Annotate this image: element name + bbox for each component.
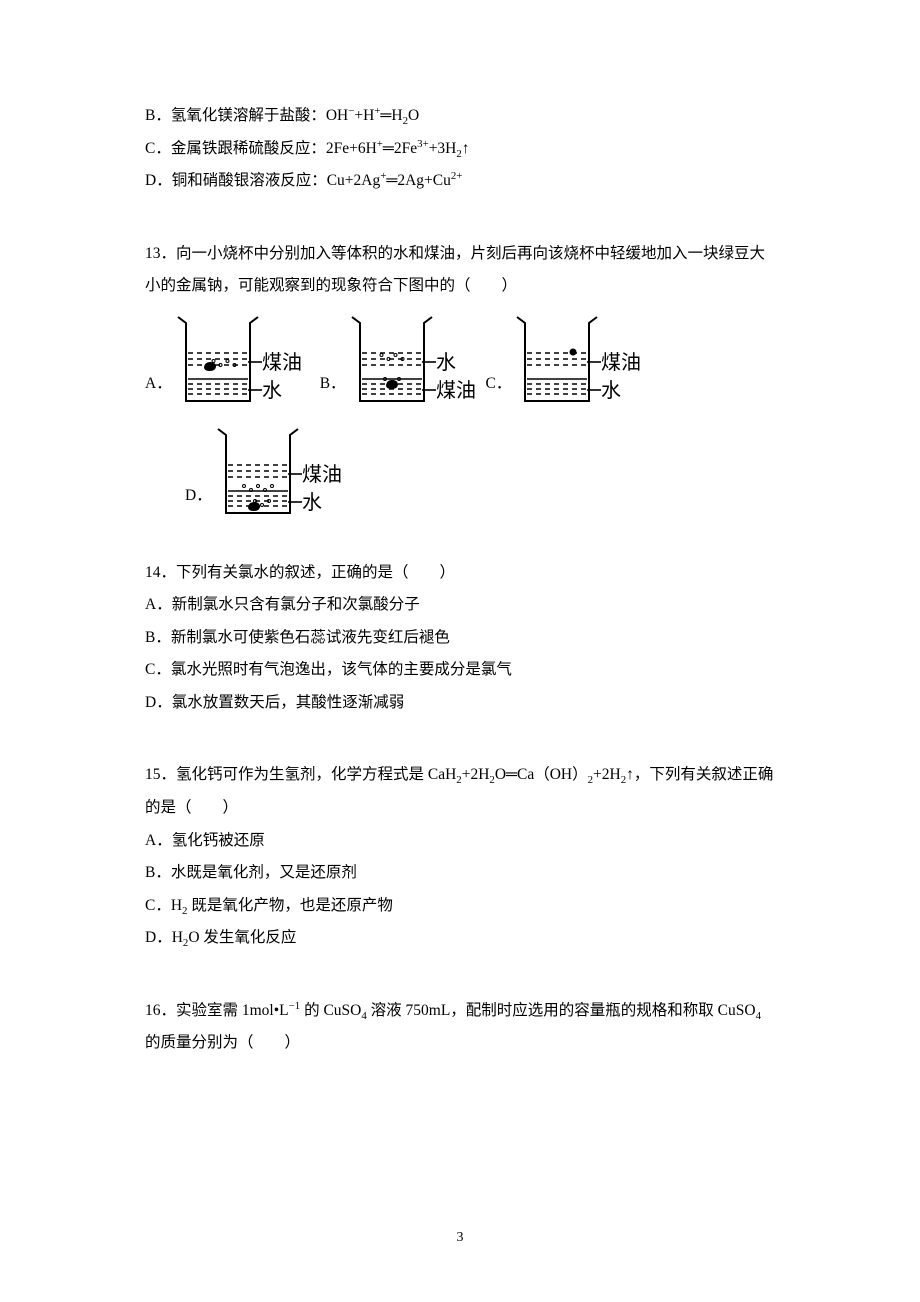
q15-d: D．H2O 发生氧化反应 — [145, 922, 775, 955]
q13-beaker-a: 煤油水 — [176, 309, 310, 405]
q14-c: C．氯水光照时有气泡逸出，该气体的主要成分是氯气 — [145, 654, 775, 687]
q14-b: B．新制氯水可使紫色石蕊试液先变红后褪色 — [145, 622, 775, 655]
q13-figure-row-2: D． 煤油水 — [185, 421, 775, 517]
svg-text:煤油: 煤油 — [436, 379, 476, 402]
q13-beaker-d: 煤油水 — [216, 421, 350, 517]
svg-text:煤油: 煤油 — [262, 351, 302, 374]
svg-text:水: 水 — [436, 351, 456, 374]
svg-text:水: 水 — [302, 491, 322, 514]
q12-b-eq: OH−+H+═H2O — [326, 107, 419, 124]
q12-d-prefix: D．铜和硝酸银溶液反应： — [145, 172, 327, 189]
q13-beaker-c: 煤油水 — [515, 309, 649, 405]
q13-beaker-b: 水煤油 — [350, 309, 484, 405]
q15-a: A．氢化钙被还原 — [145, 825, 775, 858]
svg-text:煤油: 煤油 — [302, 463, 342, 486]
q12-d-eq: Cu+2Ag+═2Ag+Cu2+ — [327, 172, 463, 189]
q14-d: D．氯水放置数天后，其酸性逐渐减弱 — [145, 687, 775, 720]
page-number: 3 — [0, 1223, 920, 1252]
q13-d-label: D． — [185, 480, 212, 513]
q13-stem: 13．向一小烧杯中分别加入等体积的水和煤油，片刻后再向该烧杯中轻缓地加入一块绿豆… — [145, 238, 775, 303]
q12-option-d: D．铜和硝酸银溶液反应：Cu+2Ag+═2Ag+Cu2+ — [145, 165, 775, 198]
q12-option-b: B．氢氧化镁溶解于盐酸：OH−+H+═H2O — [145, 100, 775, 133]
q14-stem: 14．下列有关氯水的叙述，正确的是（ ） — [145, 557, 775, 590]
q13-a-label: A． — [145, 368, 172, 401]
q12-c-eq: 2Fe+6H+═2Fe3++3H2↑ — [326, 140, 470, 157]
q13-c-label: C． — [486, 368, 512, 401]
svg-text:水: 水 — [262, 379, 282, 402]
q16-stem: 16．实验室需 1mol•L−1 的 CuSO4 溶液 750mL，配制时应选用… — [145, 995, 775, 1060]
svg-text:水: 水 — [601, 379, 621, 402]
q12-c-prefix: C．金属铁跟稀硫酸反应： — [145, 140, 326, 157]
q15-c: C．H2 既是氧化产物，也是还原产物 — [145, 890, 775, 923]
svg-text:煤油: 煤油 — [601, 351, 641, 374]
exam-page: B．氢氧化镁溶解于盐酸：OH−+H+═H2O C．金属铁跟稀硫酸反应：2Fe+6… — [0, 0, 920, 1302]
q15-b: B．水既是氧化剂，又是还原剂 — [145, 857, 775, 890]
q14-a: A．新制氯水只含有氯分子和次氯酸分子 — [145, 589, 775, 622]
q13-figure-row-1: A． 煤油水 B． 水煤油 C． 煤油水 — [145, 309, 775, 405]
q15-stem: 15．氢化钙可作为生氢剂，化学方程式是 CaH2+2H2O═Ca（OH）2+2H… — [145, 759, 775, 824]
q12-b-prefix: B．氢氧化镁溶解于盐酸： — [145, 107, 326, 124]
q13-b-label: B． — [320, 368, 346, 401]
q12-option-c: C．金属铁跟稀硫酸反应：2Fe+6H+═2Fe3++3H2↑ — [145, 133, 775, 166]
